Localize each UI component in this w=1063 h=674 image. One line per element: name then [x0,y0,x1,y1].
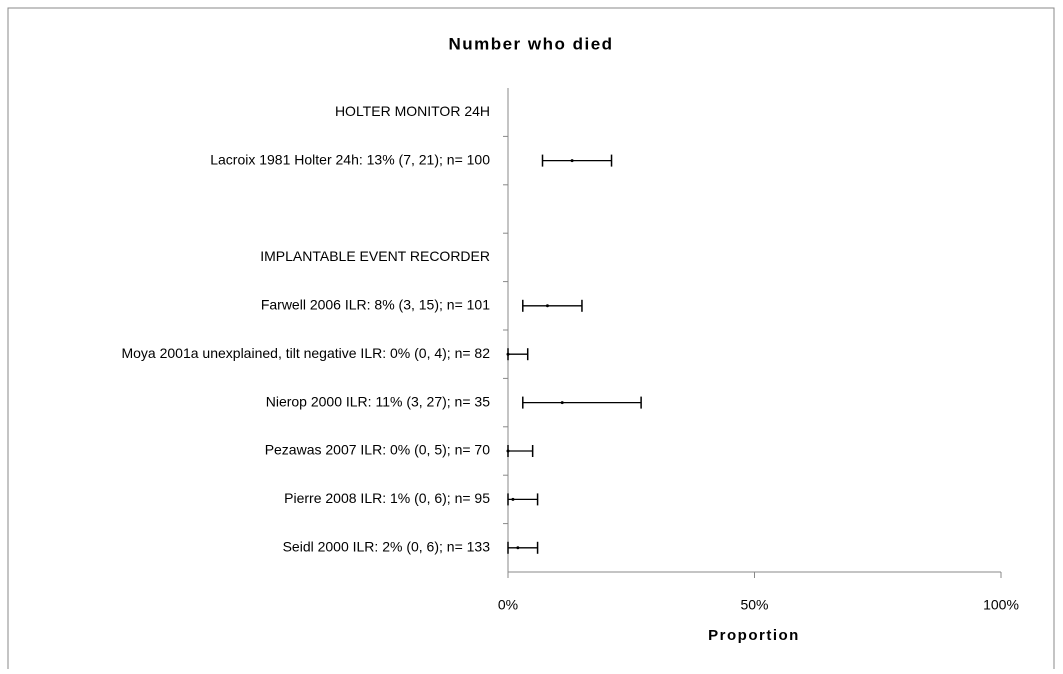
estimate [516,546,520,550]
row-label: Pezawas 2007 ILR: 0% (0, 5); n= 70 [265,442,491,458]
row-label: Seidl 2000 ILR: 2% (0, 6); n= 133 [283,539,491,555]
x-tick-label: 50% [740,597,768,613]
row-label: Moya 2001a unexplained, tilt negative IL… [121,345,490,361]
estimate [506,352,510,356]
estimate [570,159,574,163]
row-label: Farwell 2006 ILR: 8% (3, 15); n= 101 [261,297,490,313]
estimate [506,449,510,453]
estimate [545,304,549,308]
estimate [511,497,515,501]
row-label: IMPLANTABLE EVENT RECORDER [260,248,490,264]
x-tick-label: 100% [983,597,1019,613]
x-tick-label: 0% [498,597,518,613]
chart-title: Number who died [448,34,613,53]
chart-frame [7,7,1055,674]
row-label: Nierop 2000 ILR: 11% (3, 27); n= 35 [266,393,490,409]
row-label: HOLTER MONITOR 24H [335,103,490,119]
row-label: Pierre 2008 ILR: 1% (0, 6); n= 95 [284,490,490,506]
row-label: Lacroix 1981 Holter 24h: 13% (7, 21); n=… [210,151,490,167]
estimate [560,401,564,405]
x-axis-label: Proportion [708,627,800,644]
